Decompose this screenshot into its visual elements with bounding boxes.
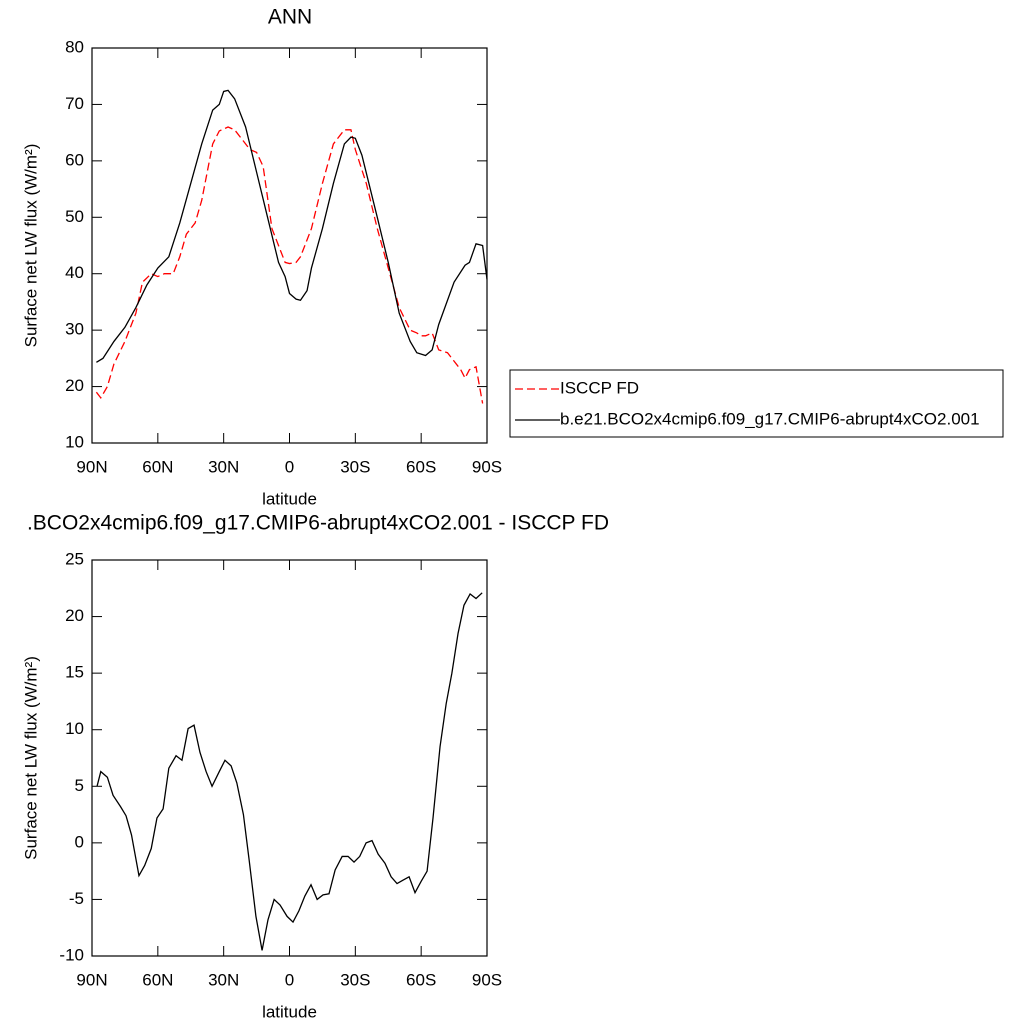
y-tick-label: 80: [65, 37, 84, 56]
y-tick-label: -5: [69, 889, 84, 908]
y-tick-label: 0: [75, 832, 84, 851]
y-tick-label: 30: [65, 320, 84, 339]
x-axis-label: latitude: [262, 489, 317, 508]
plot-frame: [91, 559, 488, 957]
y-tick-label: 10: [65, 432, 84, 451]
x-tick-label: 60S: [406, 970, 436, 989]
y-tick-label: 5: [75, 776, 84, 795]
y-tick-label: 20: [65, 376, 84, 395]
legend-label: b.e21.BCO2x4cmip6.f09_g17.CMIP6-abrupt4x…: [560, 409, 980, 428]
y-tick-label: -10: [59, 945, 84, 964]
legend-label: ISCCP FD: [560, 378, 639, 397]
x-tick-label: 60N: [142, 970, 173, 989]
y-tick-label: 50: [65, 207, 84, 226]
x-tick-label: 90S: [472, 457, 502, 476]
x-tick-label: 0: [285, 457, 294, 476]
x-tick-label: 30N: [208, 970, 239, 989]
x-axis-label: latitude: [262, 1002, 317, 1021]
legend-box: [509, 369, 1004, 438]
x-tick-label: 90N: [76, 457, 107, 476]
chart-title: ANN: [268, 6, 312, 29]
x-tick-label: 90N: [76, 970, 107, 989]
x-tick-label: 30S: [340, 970, 370, 989]
data-line: [95, 126, 484, 404]
y-tick-label: 25: [65, 549, 84, 568]
x-tick-label: 60S: [406, 457, 436, 476]
data-line: [96, 89, 488, 363]
y-tick-label: 40: [65, 263, 84, 282]
x-tick-label: 0: [285, 970, 294, 989]
x-tick-label: 30N: [208, 457, 239, 476]
chart-title: .BCO2x4cmip6.f09_g17.CMIP6-abrupt4xCO2.0…: [27, 512, 609, 535]
y-tick-label: 70: [65, 94, 84, 113]
y-axis-label: Surface net LW flux (W/m²): [21, 144, 40, 348]
y-tick-label: 20: [65, 606, 84, 625]
x-tick-label: 60N: [142, 457, 173, 476]
y-tick-label: 10: [65, 719, 84, 738]
y-axis-label: Surface net LW flux (W/m²): [21, 656, 40, 860]
x-tick-label: 30S: [340, 457, 370, 476]
x-tick-label: 90S: [472, 970, 502, 989]
y-tick-label: 15: [65, 663, 84, 682]
y-tick-label: 60: [65, 150, 84, 169]
data-line: [96, 592, 483, 951]
plot-frame: [91, 47, 488, 444]
